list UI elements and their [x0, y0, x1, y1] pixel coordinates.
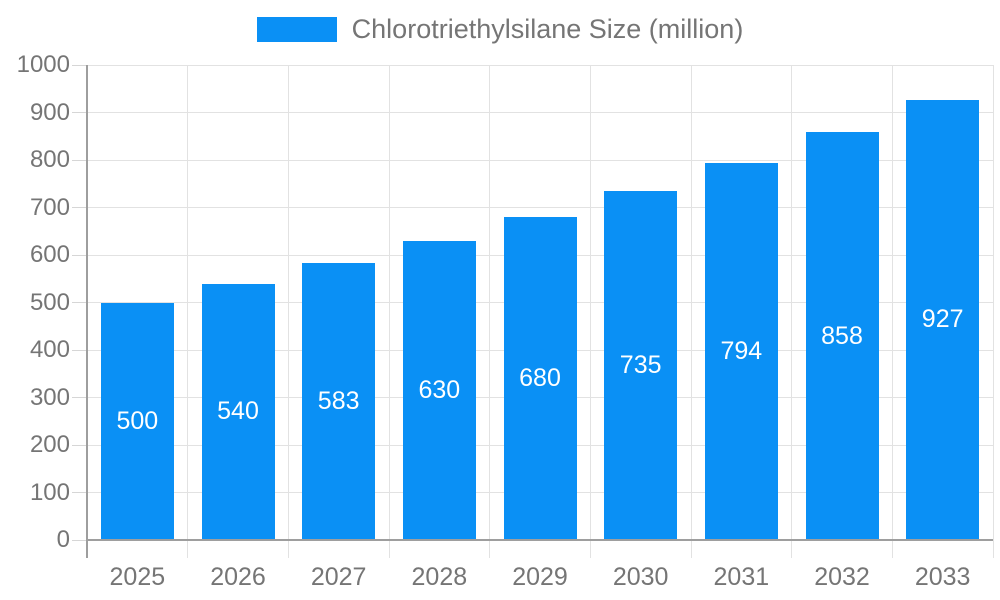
h-gridline	[87, 159, 993, 161]
v-gridline	[891, 65, 893, 558]
y-tick-label: 500	[29, 288, 70, 316]
x-tick-label: 2030	[612, 563, 669, 591]
x-tick-label: 2032	[814, 563, 870, 591]
y-axis-line	[86, 65, 88, 558]
y-tick-mark	[72, 492, 87, 493]
x-tick-label: 2026	[210, 563, 266, 591]
bar-value-label: 500	[116, 406, 159, 435]
y-tick-label: 0	[56, 526, 70, 553]
x-tick-label: 2027	[310, 563, 367, 591]
bar-value-label: 540	[217, 397, 259, 426]
x-tick-label: 2033	[914, 563, 971, 591]
plot-area: 500 2025 540 2026 583 2027 630 2028 680 2029 735 20…	[72, 64, 994, 590]
y-tick-label: 1000	[16, 51, 70, 78]
v-gridline	[992, 65, 994, 558]
y-tick-mark	[72, 112, 87, 113]
y-tick-mark	[72, 397, 87, 398]
x-tick-label: 2029	[512, 563, 568, 591]
y-tick-label: 300	[29, 383, 70, 411]
y-tick-mark	[72, 302, 87, 303]
bar-2025[interactable]: 500	[100, 302, 174, 540]
y-tick-label: 100	[29, 478, 70, 506]
bar-value-label: 583	[317, 387, 360, 416]
bar-2026[interactable]: 540	[201, 283, 275, 540]
x-tick-label: 2031	[713, 563, 770, 591]
v-gridline	[690, 65, 692, 558]
chart-legend[interactable]: Chlorotriethylsilane Size (million)	[0, 16, 1000, 43]
x-tick-label: 2025	[109, 563, 166, 591]
y-tick-mark	[72, 254, 87, 256]
y-tick-label: 800	[29, 146, 70, 173]
v-gridline	[187, 65, 189, 558]
x-tick-label: 2028	[411, 563, 468, 591]
bar-2028[interactable]: 630	[402, 240, 476, 540]
y-axis-labels: 0 100 200 300 400 500 600 700 800 900 1000	[0, 53, 70, 552]
h-gridline	[87, 112, 993, 113]
legend-swatch	[256, 17, 337, 42]
bar-value-label: 794	[720, 336, 763, 365]
y-tick-label: 900	[29, 98, 70, 126]
bar-2027[interactable]: 583	[302, 263, 376, 540]
bar-value-label: 927	[921, 305, 964, 334]
v-gridline	[388, 65, 390, 558]
bar-value-label: 680	[519, 364, 561, 392]
h-gridline	[87, 207, 993, 208]
y-tick-mark	[72, 159, 87, 161]
y-tick-label: 400	[29, 336, 70, 363]
bar-2033[interactable]: 927	[906, 99, 980, 540]
y-tick-mark	[72, 444, 87, 446]
y-tick-mark	[72, 207, 87, 208]
legend-label: Chlorotriethylsilane Size (million)	[351, 14, 744, 44]
y-tick-mark	[72, 539, 87, 541]
bar-2030[interactable]: 735	[604, 190, 678, 540]
y-tick-label: 200	[29, 431, 70, 458]
bar-2029[interactable]: 680	[503, 217, 577, 540]
bar-value-label: 858	[821, 321, 863, 350]
v-gridline	[791, 65, 793, 558]
v-gridline	[589, 65, 591, 558]
y-tick-label: 600	[29, 241, 70, 268]
bar-value-label: 630	[418, 375, 461, 404]
h-gridline	[87, 64, 993, 66]
v-gridline	[489, 65, 491, 558]
y-tick-mark	[72, 64, 87, 66]
x-axis-line	[87, 539, 993, 541]
bar-2032[interactable]: 858	[805, 132, 879, 540]
bar-2031[interactable]: 794	[704, 162, 778, 540]
y-tick-mark	[72, 349, 87, 351]
y-tick-label: 700	[29, 193, 70, 221]
bar-value-label: 735	[619, 350, 662, 379]
v-gridline	[287, 65, 289, 558]
